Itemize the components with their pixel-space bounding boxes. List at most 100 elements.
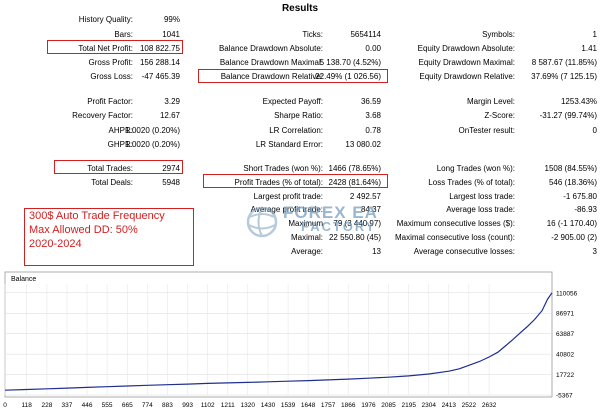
col3-label-0: Symbols: <box>482 30 515 39</box>
highlight-total-trades <box>54 160 183 174</box>
col2-label-12: Maximum <box>288 219 323 228</box>
col2-value-1: 0.00 <box>365 44 381 53</box>
col1-value-1: 1041 <box>162 30 180 39</box>
col3-label-4: Margin Level: <box>466 97 515 106</box>
col2-label-4: Expected Payoff: <box>262 97 323 106</box>
col2-value-14: 13 <box>372 247 381 256</box>
y-tick-label-2: 63887 <box>556 331 574 338</box>
strategy-note: 300$ Auto Trade Frequency Max Allowed DD… <box>24 208 194 266</box>
x-tick-label-6: 665 <box>122 402 133 409</box>
x-tick-label-0: 0 <box>3 402 7 409</box>
watermark-line-1: FOREX EA <box>283 203 378 222</box>
note-line-1: 300$ Auto Trade Frequency <box>29 210 165 222</box>
col3-value-7: 1508 (84.55%) <box>544 164 597 173</box>
col1-value-3: 156 288.14 <box>139 58 180 67</box>
col3-value-5: -31.27 (99.74%) <box>539 111 597 120</box>
x-tick-label-4: 446 <box>82 402 93 409</box>
col1-label-1: Bars: <box>114 30 133 39</box>
col2-value-3: 22.49% (1 026.56) <box>315 72 381 81</box>
y-tick-label-0: 110056 <box>556 290 578 297</box>
col3-label-5: Z-Score: <box>484 111 515 120</box>
col3-label-3: Equity Drawdown Relative: <box>419 72 515 81</box>
col2-value-2: 5 138.70 (4.52%) <box>319 58 381 67</box>
col1-value-4: -47 465.39 <box>141 72 180 81</box>
col2-value-13: 22 550.80 (45) <box>328 233 381 242</box>
x-tick-label-9: 993 <box>182 402 193 409</box>
col2-value-5: 3.68 <box>365 111 381 120</box>
y-tick-label-3: 40802 <box>556 352 574 359</box>
col3-label-7: Long Trades (won %): <box>436 164 515 173</box>
watermark-line-2: FACTORY <box>301 219 377 234</box>
col2-value-9: 2428 (81.64%) <box>328 178 381 187</box>
col3-value-8: 546 (18.36%) <box>548 178 597 187</box>
x-tick-label-11: 1211 <box>221 402 235 409</box>
col3-value-3: 37.69% (7 125.15) <box>531 72 597 81</box>
x-tick-label-5: 555 <box>102 402 113 409</box>
x-tick-label-3: 337 <box>62 402 73 409</box>
x-tick-label-2: 228 <box>42 402 53 409</box>
col2-value-11: 84.37 <box>360 205 381 214</box>
x-tick-label-20: 2195 <box>401 402 416 409</box>
y-tick-label-4: 17722 <box>556 372 574 379</box>
col2-value-10: 2 492.57 <box>349 192 381 201</box>
chart-grid <box>4 284 552 396</box>
col2-label-11: Average profit trade: <box>250 205 323 214</box>
col3-value-10: -86.93 <box>574 205 597 214</box>
col3-label-13: Average consecutive losses: <box>413 247 515 256</box>
col1-value-8: 1.0020 (0.20%) <box>125 140 180 149</box>
x-tick-label-13: 1430 <box>261 402 276 409</box>
col3-value-13: 3 <box>592 247 597 256</box>
chart-title: Balance <box>11 276 36 283</box>
col2-value-6: 0.78 <box>365 126 381 135</box>
col2-label-9: Profit Trades (% of total): <box>234 178 323 187</box>
col3-label-9: Largest loss trade: <box>449 192 515 201</box>
col3-value-6: 0 <box>592 126 597 135</box>
col2-label-0: Ticks: <box>302 30 323 39</box>
col3-value-1: 1.41 <box>581 44 597 53</box>
note-line-2: Max Allowed DD: 50% <box>29 224 138 236</box>
x-tick-label-21: 2304 <box>422 402 437 409</box>
balance-series-line <box>4 292 553 391</box>
col3-value-0: 1 <box>592 30 597 39</box>
col2-label-5: Sharpe Ratio: <box>274 111 323 120</box>
y-axis-ticks: 110056 86971 63887 40802 17722 -5367 <box>556 290 578 399</box>
col1-label-7: AHPR: <box>108 126 133 135</box>
col3-value-12: -2 905.00 (2) <box>551 233 597 242</box>
col1-label-0: History Quality: <box>78 15 133 24</box>
highlight-total-net-profit <box>47 40 183 54</box>
col3-label-1: Equity Drawdown Absolute: <box>417 44 515 53</box>
col3-label-11: Maximum consecutive losses ($): <box>396 219 515 228</box>
x-tick-label-14: 1539 <box>281 402 296 409</box>
col2-label-13: Maximal: <box>290 233 323 242</box>
col2-label-2: Balance Drawdown Maximal: <box>219 58 323 67</box>
x-tick-label-16: 1757 <box>321 402 336 409</box>
col1-value-6: 12.67 <box>159 111 180 120</box>
col1-label-3: Gross Profit: <box>88 58 133 67</box>
x-tick-label-8: 883 <box>162 402 173 409</box>
col3-value-11: 16 (-1 170.40) <box>546 219 597 228</box>
col1-value-10: 5948 <box>162 178 180 187</box>
col3-label-12: Maximal consecutive loss (count): <box>394 233 515 242</box>
highlight-profit-trades <box>203 174 388 188</box>
col2-label-7: LR Standard Error: <box>255 140 323 149</box>
col2-label-10: Largest profit trade: <box>253 192 323 201</box>
x-tick-label-18: 1976 <box>361 402 376 409</box>
x-tick-label-7: 774 <box>142 402 153 409</box>
col3-label-10: Average loss trade: <box>446 205 515 214</box>
col1-label-2: Total Net Profit: <box>78 44 133 53</box>
results-title: Results <box>281 3 319 14</box>
y-tick-label-1: 86971 <box>556 311 574 318</box>
col1-value-2: 108 822.75 <box>139 44 180 53</box>
x-tick-label-22: 2413 <box>442 402 457 409</box>
col2-value-12: 79 (3 440.97) <box>333 219 381 228</box>
x-tick-label-24: 2632 <box>482 402 497 409</box>
col1-label-6: Recovery Factor: <box>72 111 133 120</box>
x-tick-label-23: 2522 <box>462 402 477 409</box>
forex-ea-factory-watermark: FOREX EA FACTORY <box>245 203 405 241</box>
balance-chart: Balance 11005686971638874080217722-5367 … <box>3 271 578 409</box>
col2-value-4: 36.59 <box>360 97 381 106</box>
col1-label-9: Total Trades: <box>87 164 133 173</box>
x-tick-label-17: 1866 <box>341 402 356 409</box>
col2-value-8: 1466 (78.65%) <box>328 164 381 173</box>
x-axis-ticks: 0 118 228 337 446 555 665 774 883 993 1102 1211 1320… <box>3 402 497 409</box>
